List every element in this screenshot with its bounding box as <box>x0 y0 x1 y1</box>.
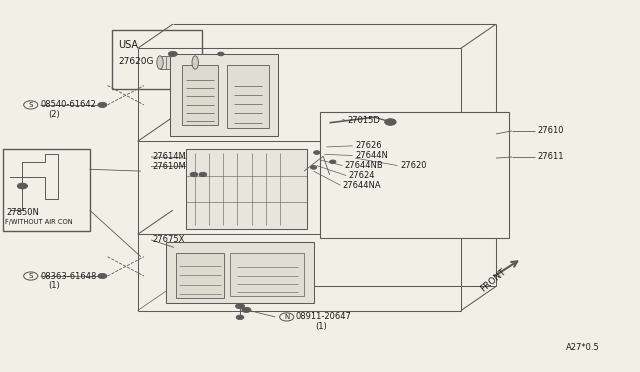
Circle shape <box>199 172 207 177</box>
Ellipse shape <box>157 56 163 69</box>
Text: (1): (1) <box>48 281 60 290</box>
Text: 27850N: 27850N <box>6 208 39 217</box>
Bar <box>186 149 307 229</box>
Text: USA: USA <box>118 40 138 49</box>
Circle shape <box>218 52 224 56</box>
Circle shape <box>236 304 244 309</box>
Text: S: S <box>29 102 33 108</box>
Bar <box>166 242 314 303</box>
Text: FRONT: FRONT <box>479 267 508 294</box>
Bar <box>227 65 269 128</box>
Bar <box>112 30 202 89</box>
Text: F/WITHOUT AIR CON: F/WITHOUT AIR CON <box>5 219 73 225</box>
Text: 27015D: 27015D <box>348 116 380 125</box>
Text: 27620G: 27620G <box>118 57 154 66</box>
Text: 27675X: 27675X <box>152 235 185 244</box>
Text: 27614M: 27614M <box>152 153 186 161</box>
Circle shape <box>330 160 336 164</box>
Text: A27*0.5: A27*0.5 <box>566 343 600 352</box>
Text: (2): (2) <box>48 110 60 119</box>
Text: 27624: 27624 <box>349 171 375 180</box>
Text: 08363-61648: 08363-61648 <box>40 272 97 280</box>
Text: 27620: 27620 <box>400 161 426 170</box>
Circle shape <box>236 315 244 320</box>
Bar <box>176 253 224 298</box>
Text: S: S <box>29 273 33 279</box>
Text: 08540-61642: 08540-61642 <box>40 100 96 109</box>
Circle shape <box>168 51 177 57</box>
Bar <box>189 151 208 170</box>
Bar <box>208 155 221 166</box>
Circle shape <box>314 151 320 154</box>
Text: 27644NB: 27644NB <box>344 161 383 170</box>
Bar <box>182 65 218 125</box>
Text: N: N <box>284 314 289 320</box>
Text: 27610: 27610 <box>538 126 564 135</box>
Bar <box>230 253 304 296</box>
Text: 27611: 27611 <box>538 153 564 161</box>
Circle shape <box>17 183 28 189</box>
Circle shape <box>98 102 107 108</box>
Circle shape <box>310 166 317 169</box>
Text: 27644NA: 27644NA <box>342 181 381 190</box>
Circle shape <box>242 307 251 312</box>
Text: 27626: 27626 <box>355 141 382 150</box>
Ellipse shape <box>192 56 198 69</box>
Bar <box>170 54 278 136</box>
Circle shape <box>190 172 198 177</box>
Bar <box>160 56 195 69</box>
Text: 27610M: 27610M <box>152 162 186 171</box>
Circle shape <box>98 273 107 279</box>
Text: 27644N: 27644N <box>355 151 388 160</box>
Text: (1): (1) <box>316 322 327 331</box>
Bar <box>3 149 90 231</box>
Bar <box>320 112 509 238</box>
Text: 08911-20647: 08911-20647 <box>296 312 351 321</box>
Circle shape <box>385 119 396 125</box>
